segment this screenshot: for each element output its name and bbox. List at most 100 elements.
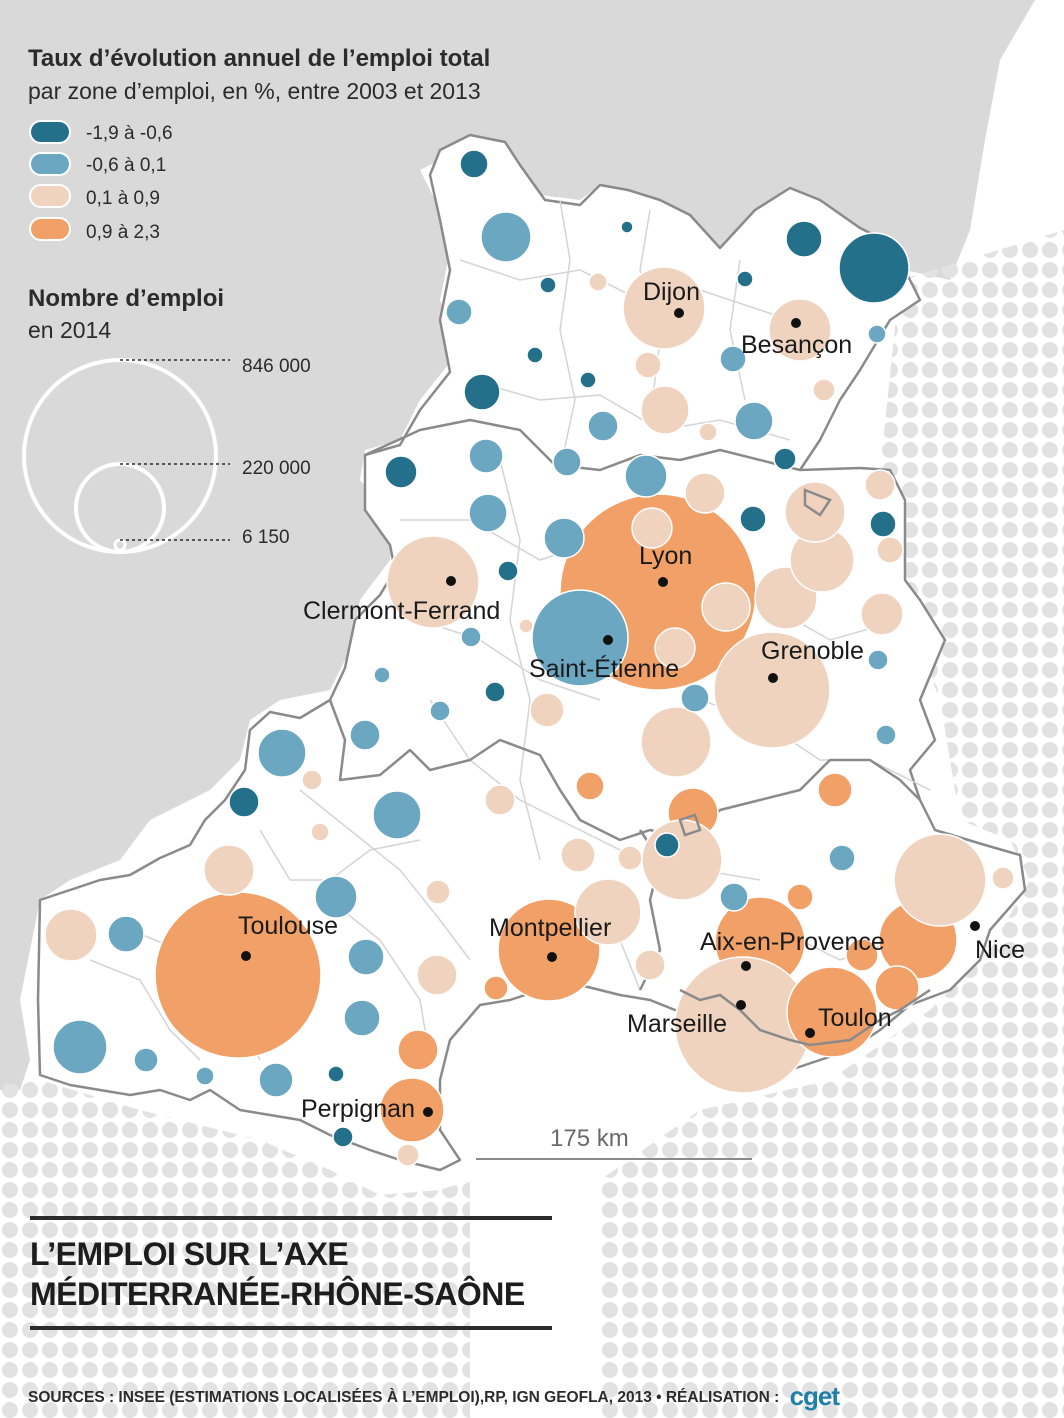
- title-rule-bottom: [30, 1326, 552, 1330]
- zone-circle: [620, 220, 634, 234]
- city-dot-perpignan: [423, 1107, 433, 1117]
- surrounding-land: [0, 0, 1035, 1090]
- zone-circle: [372, 790, 422, 840]
- zone-circle: [634, 949, 666, 981]
- city-dot-toulouse: [241, 951, 251, 961]
- zone-circle: [575, 771, 605, 801]
- zone-circle: [518, 618, 534, 634]
- zone-circle: [310, 822, 330, 842]
- zone-circle: [817, 772, 853, 808]
- zone-circle: [327, 1065, 345, 1083]
- city-dot-grenoble: [768, 673, 778, 683]
- zone-circle: [640, 706, 712, 778]
- boundary-overlay: [678, 488, 931, 1047]
- size-label-1: 846 000: [242, 356, 311, 377]
- zone-circle: [734, 401, 774, 441]
- zone-circle: [429, 700, 451, 722]
- city-dot-marseille: [736, 1000, 746, 1010]
- city-dot-aix: [741, 961, 751, 971]
- zone-circle: [459, 149, 489, 179]
- sources-text: SOURCES : INSEE (ESTIMATIONS LOCALISÉES …: [28, 1389, 780, 1406]
- city-label-dijon: Dijon: [643, 278, 700, 306]
- zone-circle: [574, 878, 642, 946]
- size-legend-title: Nombre d’emploi: [28, 285, 224, 312]
- zone-circle: [483, 975, 509, 1001]
- zone-circle: [631, 507, 673, 549]
- zone-circle: [44, 908, 98, 962]
- city-label-lyon: Lyon: [639, 542, 692, 570]
- zone-circle: [396, 1143, 420, 1167]
- zone-circle: [343, 999, 381, 1037]
- zone-circle: [867, 649, 889, 671]
- zone-circle: [384, 455, 418, 489]
- zone-circle: [484, 784, 516, 816]
- zone-circle: [445, 298, 473, 326]
- zone-circle: [397, 1029, 439, 1071]
- zone-circle: [258, 1062, 294, 1098]
- zone-circle: [52, 1019, 108, 1075]
- zone-circle: [543, 517, 585, 559]
- zone-circle: [497, 560, 519, 582]
- zone-circle-montpellier: [497, 898, 601, 1002]
- sources-footer: SOURCES : INSEE (ESTIMATIONS LOCALISÉES …: [28, 1381, 840, 1412]
- legend-label-4: 0,9 à 2,3: [86, 222, 160, 243]
- zone-circle: [529, 692, 565, 728]
- zone-circle: [203, 844, 255, 896]
- zone-circle-besancon: [768, 298, 832, 362]
- zone-circle: [634, 351, 662, 379]
- zone-circle: [484, 681, 506, 703]
- city-dot-besancon: [791, 318, 801, 328]
- city-label-clermont: Clermont-Ferrand: [303, 597, 500, 625]
- zone-circle: [552, 447, 582, 477]
- city-label-nice: Nice: [975, 936, 1025, 964]
- sea-pattern: [0, 1080, 470, 1418]
- zone-circle: [416, 954, 458, 996]
- zone-circle: [373, 666, 391, 684]
- legend-swatch-1: [29, 120, 71, 144]
- zone-circle: [107, 915, 145, 953]
- city-dot-clermont: [446, 576, 456, 586]
- size-legend-subtitle: en 2014: [28, 317, 111, 343]
- legend-swatch-2: [29, 152, 71, 176]
- scale-bar-label: 175 km: [550, 1125, 629, 1152]
- zone-circle: [617, 845, 643, 871]
- zone-circle-clermont: [386, 535, 480, 629]
- zone-circle: [468, 493, 508, 533]
- city-label-perpignan: Perpignan: [301, 1095, 415, 1123]
- city-label-besancon: Besançon: [741, 331, 852, 359]
- city-dot-toulon: [805, 1028, 815, 1038]
- zone-circle: [698, 422, 718, 442]
- city-label-saint-etienne: Saint-Étienne: [529, 654, 679, 683]
- zone-circle: [425, 879, 451, 905]
- zone-circle: [314, 875, 358, 919]
- page-title-line-2: MÉDITERRANÉE-RHÔNE-SAÔNE: [30, 1276, 525, 1312]
- zone-circle: [736, 270, 754, 288]
- zone-circle: [195, 1066, 215, 1086]
- legend-label-3: 0,1 à 0,9: [86, 188, 160, 209]
- zone-circle: [539, 276, 557, 294]
- legend-subtitle: par zone d’emploi, en %, entre 2003 et 2…: [28, 78, 481, 104]
- zone-circle-perpignan: [379, 1077, 445, 1143]
- title-block: L’EMPLOI SUR L’AXE MÉDITERRANÉE-RHÔNE-SA…: [30, 1216, 552, 1330]
- zone-circle: [587, 410, 619, 442]
- zone-circle: [301, 769, 323, 791]
- zone-circle: [332, 1126, 354, 1148]
- zone-circle: [460, 626, 482, 648]
- zone-circle: [812, 378, 836, 402]
- city-dot-dijon: [674, 308, 684, 318]
- size-label-2: 220 000: [242, 458, 311, 479]
- zone-circle: [838, 232, 910, 304]
- zone-circle: [867, 324, 887, 344]
- zone-circle: [874, 965, 920, 1011]
- zone-circle: [785, 220, 823, 258]
- employment-circles: [44, 149, 1015, 1167]
- zone-circle: [640, 385, 690, 435]
- zone-circle: [893, 833, 987, 927]
- zone-circle: [133, 1047, 159, 1073]
- city-label-grenoble: Grenoble: [761, 637, 864, 665]
- city-dot-saint-etienne: [603, 635, 613, 645]
- zone-circle: [641, 819, 723, 901]
- zone-circle: [588, 272, 608, 292]
- zone-circle: [773, 447, 797, 471]
